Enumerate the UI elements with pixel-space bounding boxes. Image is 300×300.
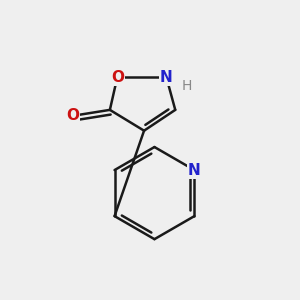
Text: O: O [66, 108, 79, 123]
Text: N: N [160, 70, 173, 85]
Text: H: H [182, 79, 192, 93]
Text: O: O [111, 70, 124, 85]
Text: N: N [188, 163, 201, 178]
